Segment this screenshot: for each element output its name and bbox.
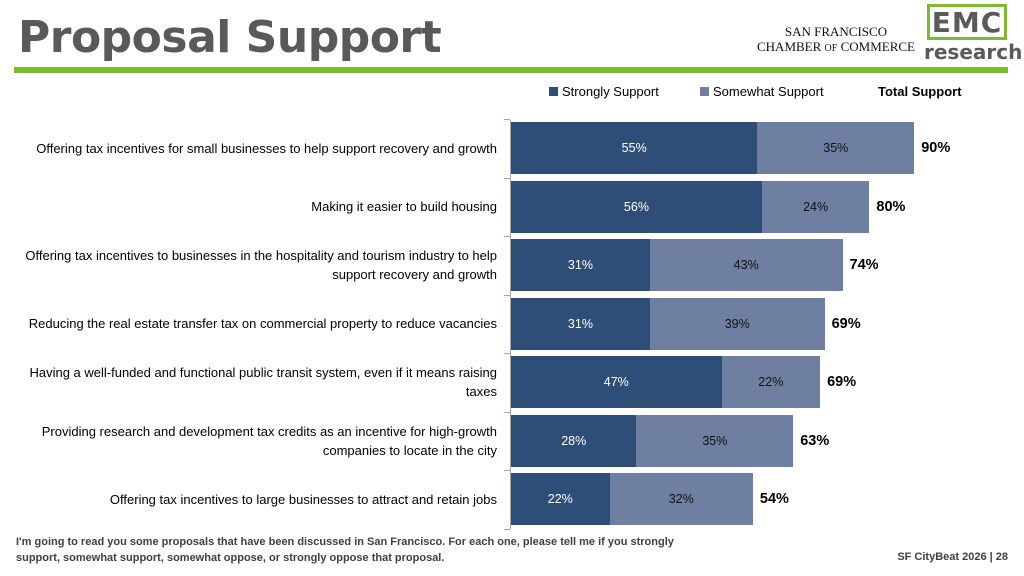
total-support-label: 54% [759, 491, 789, 507]
legend-item-strongly-support: Strongly Support [549, 84, 659, 99]
category-axis-tick [504, 353, 510, 354]
bar-somewhat-support: 43% [649, 239, 843, 291]
bar-somewhat-support: 35% [757, 122, 915, 174]
bar-somewhat-support: 22% [721, 356, 821, 408]
total-support-label: 74% [849, 257, 879, 273]
emc-research-logo: EMC research [924, 4, 1023, 64]
legend-total-support: Total Support [878, 84, 962, 99]
category-axis-tick [504, 411, 510, 413]
total-support-label: 69% [831, 315, 861, 332]
page-title: Proposal Support [18, 12, 442, 63]
bar-somewhat-support: 35% [636, 414, 794, 467]
emc-logo-subtext: research [924, 40, 1023, 64]
category-label: Offering tax incentives for small busine… [36, 140, 497, 156]
page-reference: SF CityBeat 2026 | 28 [897, 551, 1008, 563]
category-axis-tick [504, 294, 510, 296]
category-axis-tick [504, 177, 510, 179]
category-label: Providing research and development tax c… [41, 423, 497, 458]
legend-label-strongly-support: Strongly Support [562, 84, 659, 99]
category-label: Having a well-funded and functional publ… [29, 365, 497, 399]
category-label: Offering tax incentives to businesses in… [25, 248, 497, 282]
legend-label-total-support: Total Support [878, 84, 962, 99]
bar-strongly-support: 47% [511, 356, 722, 408]
total-support-label: 90% [921, 140, 951, 156]
bar-strongly-support: 22% [511, 473, 610, 525]
legend-swatch-somewhat-support [700, 87, 709, 96]
bar-strongly-support: 31% [511, 297, 650, 350]
bar-strongly-support: 31% [511, 239, 650, 291]
legend-item-somewhat-support: Somewhat Support [700, 84, 824, 99]
category-axis-tick [504, 236, 510, 237]
chamber-line-1: SAN FRANCISCO [784, 24, 888, 39]
question-footnote: I'm going to read you some proposals tha… [16, 536, 674, 564]
category-axis-tick [504, 528, 510, 530]
title-divider [14, 67, 1008, 73]
category-label: Reducing the real estate transfer tax on… [28, 316, 497, 331]
bar-somewhat-support: 24% [761, 180, 870, 233]
bar-somewhat-support: 39% [649, 297, 825, 350]
bar-strongly-support: 56% [511, 180, 762, 233]
total-support-label: 80% [876, 198, 906, 215]
category-axis-tick [504, 119, 510, 120]
category-label: Making it easier to build housing [311, 199, 497, 214]
chamber-of-commerce-logo: SAN FRANCISCO CHAMBER OF COMMERCE [752, 24, 920, 56]
chamber-line-2: CHAMBER OF COMMERCE [757, 39, 915, 54]
category-axis-line [510, 120, 511, 529]
legend-label-somewhat-support: Somewhat Support [713, 84, 824, 99]
bar-somewhat-support: 32% [609, 473, 753, 525]
bar-strongly-support: 28% [511, 414, 637, 467]
total-support-label: 69% [827, 374, 857, 390]
legend-swatch-strongly-support [549, 87, 558, 96]
category-label: Offering tax incentives to large busines… [109, 491, 497, 507]
bar-strongly-support: 55% [511, 122, 758, 174]
total-support-label: 63% [800, 432, 830, 449]
stacked-bar-chart: Offering tax incentives for small busine… [0, 110, 1024, 530]
chart-legend: Strongly Support Somewhat Support Total … [0, 84, 1024, 102]
category-axis-tick [504, 470, 510, 471]
emc-logo-mark: EMC [927, 4, 1007, 40]
